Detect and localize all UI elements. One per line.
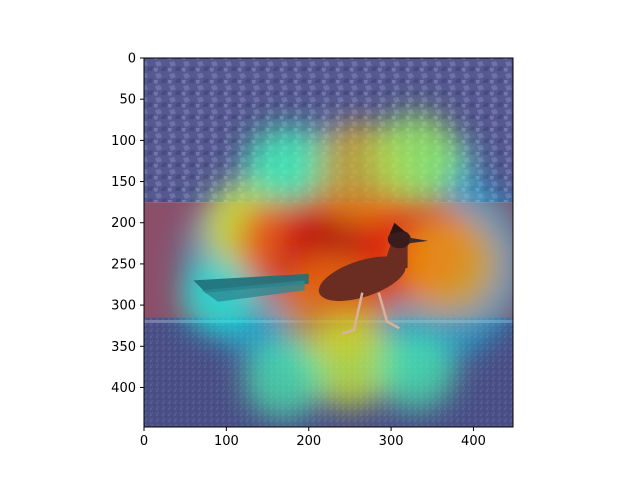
heat-spot-8 xyxy=(244,125,325,206)
y-tick-label: 400 xyxy=(111,381,136,396)
x-tick-label: 400 xyxy=(461,434,486,449)
x-axis: 0 100 200 300 400 xyxy=(140,427,486,449)
plot-frame xyxy=(143,57,514,428)
heat-spot-10 xyxy=(303,316,396,409)
bird-crest xyxy=(389,222,405,235)
y-tick-label: 250 xyxy=(111,257,136,272)
y-tick-label: 350 xyxy=(111,340,136,355)
heat-spot-12 xyxy=(375,330,456,411)
x-tick-label: 0 xyxy=(140,434,148,449)
heat-spot-7 xyxy=(371,112,460,201)
x-tick-label: 300 xyxy=(379,434,404,449)
y-axis: 0 50 100 150 200 250 300 350 400 xyxy=(111,52,144,396)
y-tick-label: 0 xyxy=(128,52,136,67)
bird-beak xyxy=(409,237,429,244)
y-tick-label: 150 xyxy=(111,175,136,190)
roadrunner-bird xyxy=(193,222,429,336)
heat-spot-5 xyxy=(398,213,499,314)
x-tick-label: 200 xyxy=(296,434,321,449)
plot-area xyxy=(144,58,513,427)
y-tick-label: 100 xyxy=(111,134,136,149)
y-tick-label: 50 xyxy=(119,93,136,108)
bird-tail xyxy=(193,273,309,293)
x-tick-label: 100 xyxy=(214,434,239,449)
y-tick-label: 200 xyxy=(111,216,136,231)
heat-spot-11 xyxy=(244,339,325,420)
bird-leg-right xyxy=(377,292,400,330)
y-tick-label: 300 xyxy=(111,299,136,314)
bird-tail-lower xyxy=(201,280,305,302)
bird-leg-left xyxy=(341,292,364,336)
bird-head xyxy=(387,230,411,249)
